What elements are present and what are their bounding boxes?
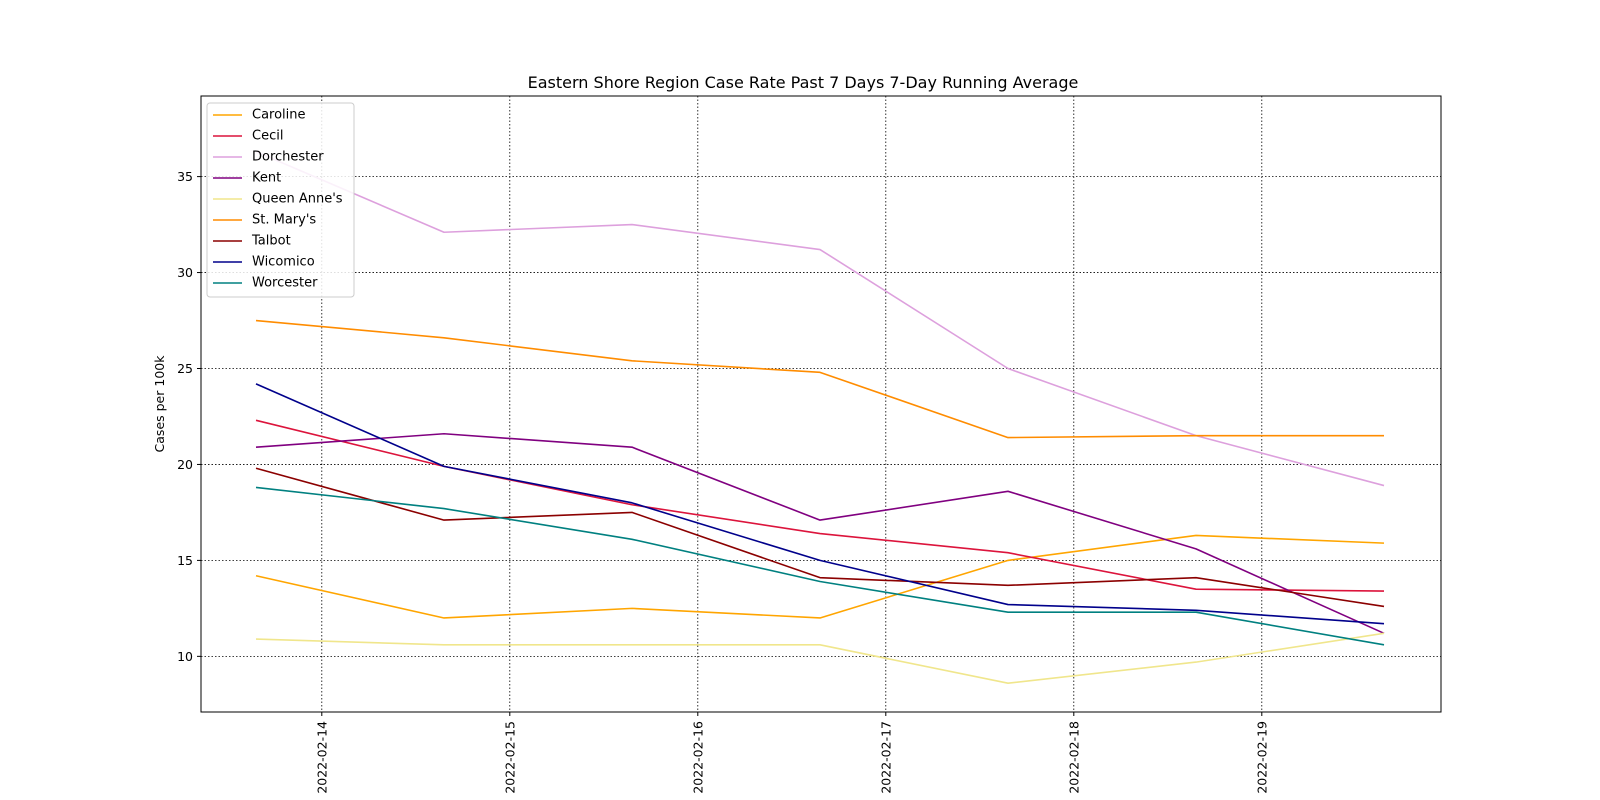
axis-ticks: 2022-02-14 2022-02-15 2022-02-16 2022-02-17… (177, 169, 1269, 794)
x-tick-label: 2022-02-19 (1254, 721, 1269, 794)
y-tick-label: 15 (177, 553, 193, 568)
legend-label: Queen Anne's (252, 192, 343, 207)
y-tick-label: 30 (177, 265, 193, 280)
legend-label: Caroline (252, 108, 306, 123)
legend-label: Wicomico (252, 255, 315, 270)
legend-label: St. Mary's (252, 213, 316, 228)
legend-label: Cecil (252, 129, 283, 144)
legend-label: Talbot (251, 234, 291, 249)
series-line (255, 534, 1385, 619)
legend-box (206, 102, 355, 298)
series-lines (255, 150, 1385, 685)
series-line (255, 632, 1385, 685)
x-tick-label: 2022-02-16 (690, 721, 705, 794)
legend-label: Kent (252, 171, 281, 186)
y-tick-label: 10 (177, 649, 193, 664)
plot-frame (200, 95, 1442, 713)
y-tick-label: 35 (177, 169, 193, 184)
chart-title: Eastern Shore Region Case Rate Past 7 Da… (528, 73, 1079, 92)
y-tick-label: 20 (177, 457, 193, 472)
x-tick-label: 2022-02-17 (878, 721, 893, 794)
series-line (255, 432, 1385, 635)
series-line (255, 486, 1385, 646)
y-tick-label: 25 (177, 361, 193, 376)
x-tick-label: 2022-02-14 (314, 721, 329, 794)
series-line (255, 319, 1384, 439)
legend-label: Dorchester (252, 150, 324, 165)
series-line (255, 467, 1385, 608)
series-line (255, 383, 1385, 625)
legend-label: Worcester (252, 276, 318, 291)
legend: Caroline Cecil Dorchester Kent Queen Anne's S… (206, 102, 355, 298)
x-tick-label: 2022-02-18 (1066, 721, 1081, 794)
x-tick-label: 2022-02-15 (502, 721, 517, 794)
y-axis-label: Cases per 100k (152, 355, 167, 453)
